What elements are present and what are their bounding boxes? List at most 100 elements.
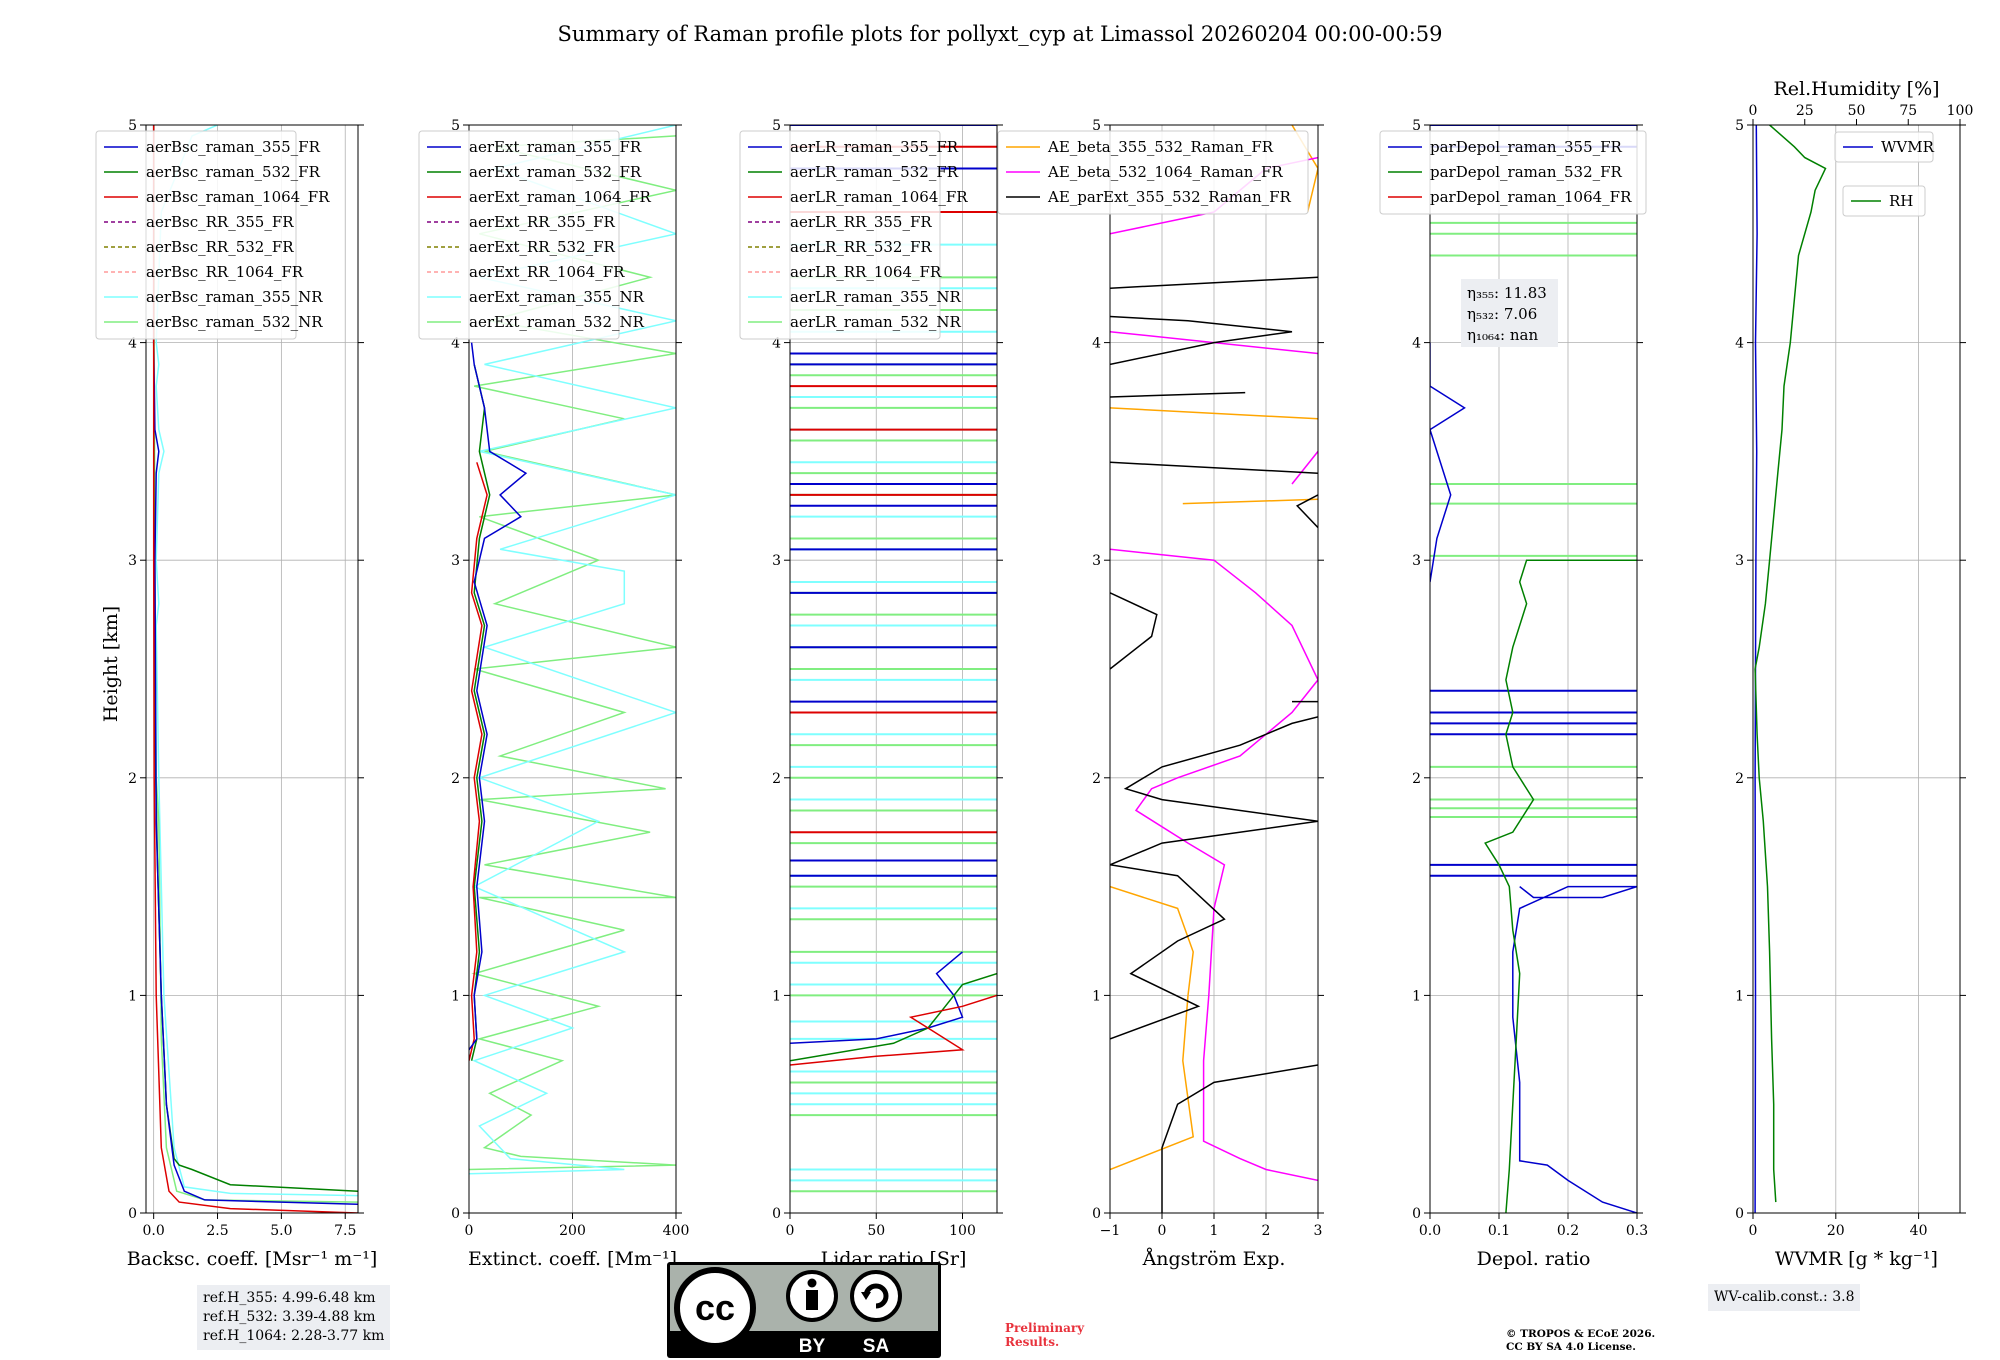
legend-label: aerExt_RR_532_FR: [469, 238, 616, 256]
legend-label: AE_parExt_355_532_Raman_FR: [1047, 188, 1292, 206]
legend-label: AE_beta_532_1064_Raman_FR: [1047, 163, 1283, 181]
panel-6: 0 20 40 0 1 2 3 4 5 WVMR [g * kg⁻¹] 0 25 50 75 100 Rel.…: [1735, 78, 1973, 1270]
legend-label: aerExt_raman_1064_FR: [469, 188, 651, 206]
y-tick-label: 2: [128, 771, 137, 787]
y-tick-label: 3: [128, 553, 137, 569]
series-AE_parExt_355_532_Raman_FR_i: [1110, 276, 1318, 289]
y-tick-label: 5: [128, 118, 137, 134]
panel-2: 0 200 400 0 1 2 3 4 5 Extinct. coeff. [Mm⁻¹] aerEx…: [418, 118, 689, 1270]
legend-label: WVMR: [1881, 138, 1935, 156]
x-top-axis-label: Rel.Humidity [%]: [1773, 78, 1939, 100]
copyright-line-1: © TROPOS & ECoE 2026.: [1506, 1328, 1656, 1340]
eta-box: [1461, 279, 1558, 347]
y-tick-label: 5: [1092, 118, 1101, 134]
y-tick-label: 2: [772, 771, 781, 787]
x-tick-label: 0.3: [1626, 1223, 1648, 1239]
y-tick-label: 1: [451, 988, 460, 1004]
series-AE_beta_355_532_Raman_FR_upper: [1182, 498, 1318, 505]
legend-box: [997, 130, 1309, 215]
series-AE_parExt_355_532_Raman_FR_b: [1110, 716, 1318, 1040]
legend-label: aerBsc_RR_355_FR: [146, 213, 294, 231]
x-tick-label: 0: [786, 1223, 795, 1239]
legend-label: parDepol_raman_532_FR: [1430, 163, 1623, 181]
copyright-line-2: CC BY SA 4.0 License.: [1506, 1341, 1636, 1353]
series-RH: [1754, 125, 1827, 1203]
eta-label: η₃₅₅: 11.83: [1467, 284, 1547, 302]
series-AE_parExt_355_532_Raman_FR_g: [1110, 391, 1246, 398]
y-tick-label: 2: [451, 771, 460, 787]
series-aerLR_raman_532_FR: [790, 972, 997, 1062]
x-tick-label: 5.0: [270, 1223, 292, 1239]
legend-label: aerBsc_raman_532_FR: [146, 163, 321, 181]
x-tick-label: 200: [559, 1223, 586, 1239]
x-top-tick-label: 0: [1749, 103, 1758, 119]
cc-logo-text: cc: [695, 1287, 735, 1328]
x-tick-label: 0: [1749, 1223, 1758, 1239]
legend-WVMR: WVMR: [1834, 131, 1935, 163]
y-tick-label: 5: [451, 118, 460, 134]
legend-label: AE_beta_355_532_Raman_FR: [1047, 138, 1274, 156]
cc-by-sa-logo: cc BY SA: [667, 1262, 941, 1358]
legend-label: aerBsc_raman_1064_FR: [146, 188, 330, 206]
preliminary-line-2: Results.: [1005, 1335, 1060, 1349]
series-aerExt_raman_1064_FR: [469, 462, 488, 1061]
legend-label: aerLR_raman_532_FR: [790, 163, 959, 181]
y-tick-label: 5: [772, 118, 781, 134]
preliminary-note: Preliminary Results.: [1005, 1321, 1084, 1349]
series-aerLR_raman_1064_FR: [790, 994, 997, 1066]
y-tick-label: 4: [1735, 336, 1744, 352]
legend-label: aerLR_raman_1064_FR: [790, 188, 968, 206]
legend-box: [1842, 185, 1926, 217]
y-tick-label: 0: [1735, 1206, 1744, 1222]
legend: aerBsc_raman_355_FR aerBsc_raman_532_FRae…: [95, 130, 330, 340]
y-tick-label: 0: [772, 1206, 781, 1222]
series-AE_parExt_355_532_Raman_FR_c: [1110, 592, 1158, 670]
legend: AE_beta_355_532_Raman_FR AE_beta_532_1064…: [997, 130, 1309, 215]
wv-calibration-box: WV-calib.const.: 3.8: [1708, 1284, 1861, 1311]
y-tick-label: 2: [1735, 771, 1744, 787]
series-AE_beta_532_1064_Raman_FR: [1110, 548, 1318, 1182]
legend-box: [739, 130, 941, 340]
series-AE_parExt_355_532_Raman_FR_f: [1295, 494, 1318, 529]
y-tick-label: 4: [1092, 336, 1101, 352]
x-tick-label: 0: [1158, 1223, 1167, 1239]
cc-by-text: BY: [799, 1336, 826, 1357]
panel-1: 0.0 2.5 5.0 7.5 0 1 2 3 4 5 Backsc. coeff. [Msr⁻¹ …: [95, 118, 378, 1270]
x-top-tick-label: 100: [1947, 103, 1974, 119]
legend: aerLR_raman_355_FR aerLR_raman_532_FR aerL…: [739, 130, 968, 340]
series-AE_parExt_355_532_Raman_FR: [1161, 1064, 1318, 1213]
x-top-tick-label: 75: [1899, 103, 1917, 119]
x-tick-label: −1: [1100, 1223, 1121, 1239]
y-tick-label: 0: [128, 1206, 137, 1222]
legend-label: aerBsc_raman_355_NR: [146, 288, 323, 306]
x-tick-label: 0.1: [1488, 1223, 1510, 1239]
series-aerExt_raman_532_FR: [470, 364, 491, 1061]
legend-label: aerLR_raman_532_NR: [790, 313, 961, 331]
x-tick-label: 0: [465, 1223, 474, 1239]
plot-area: [1754, 125, 1827, 1213]
y-tick-label: 0: [1092, 1206, 1101, 1222]
series-aerExt_raman_532_NR: [469, 135, 676, 1171]
x-tick-label: 0.2: [1557, 1223, 1579, 1239]
x-tick-label: 2.5: [206, 1223, 228, 1239]
reference-height-355: ref.H_355: 4.99-6.48 km: [203, 1290, 376, 1306]
panel-5: 0.0 0.1 0.2 0.3 0 1 2 3 4 5 Depol. ratio parDepol_r…: [1379, 118, 1648, 1270]
legend-label: aerExt_raman_532_NR: [469, 313, 645, 331]
x-tick-label: 100: [949, 1223, 976, 1239]
x-tick-label: 50: [867, 1223, 885, 1239]
cc-sa-text: SA: [863, 1336, 890, 1357]
x-axis-label: Ångström Exp.: [1142, 1248, 1286, 1270]
x-axis-label: Backsc. coeff. [Msr⁻¹ m⁻¹]: [127, 1248, 378, 1270]
legend-box: [1834, 131, 1934, 163]
series-AE_beta_355_532_Raman_FR_upper2: [1110, 407, 1318, 420]
x-tick-label: 7.5: [334, 1223, 356, 1239]
figure-title: Summary of Raman profile plots for polly…: [557, 22, 1443, 46]
y-tick-label: 1: [1412, 988, 1421, 1004]
y-tick-label: 2: [1092, 771, 1101, 787]
legend-label: aerExt_raman_355_NR: [469, 288, 645, 306]
plot-frame: [1752, 124, 1961, 1214]
legend-label: aerBsc_RR_1064_FR: [146, 263, 304, 281]
series-aerExt_raman_355_NR: [469, 125, 676, 1175]
x-tick-label: 40: [1910, 1223, 1928, 1239]
legend: aerExt_raman_355_FR aerExt_raman_532_FRae…: [418, 130, 651, 340]
